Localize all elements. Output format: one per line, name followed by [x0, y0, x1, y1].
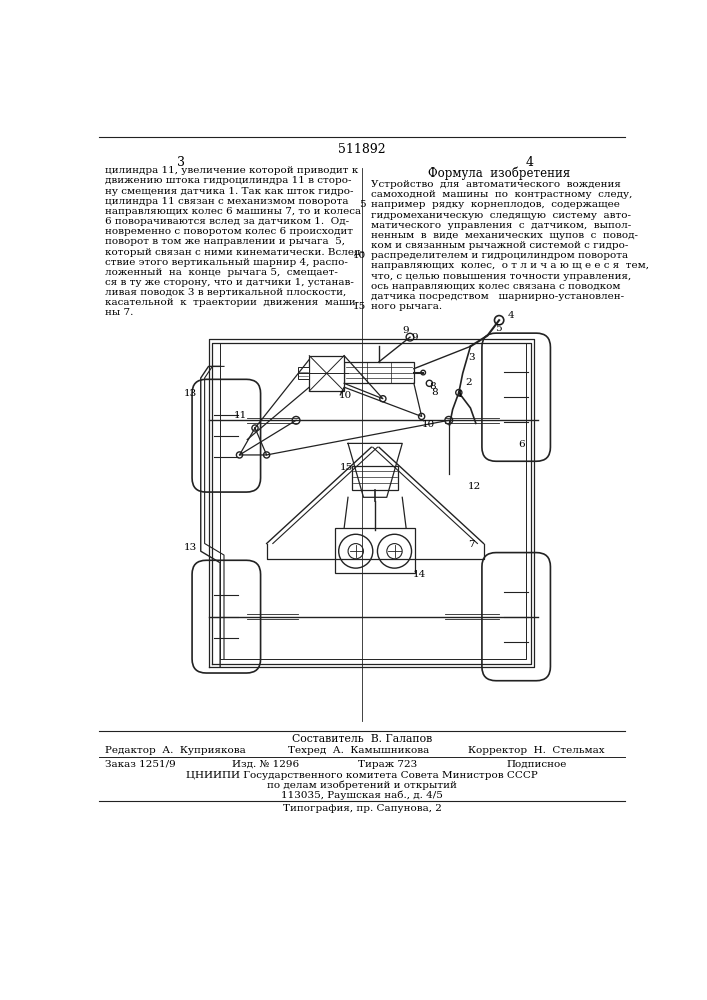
Text: 15: 15: [353, 302, 366, 311]
Circle shape: [419, 413, 425, 420]
Text: ны 7.: ны 7.: [105, 308, 134, 317]
Text: Заказ 1251/9: Заказ 1251/9: [105, 760, 176, 769]
Text: 9: 9: [411, 333, 418, 342]
Text: 12: 12: [468, 482, 481, 491]
Text: 13: 13: [184, 544, 197, 552]
FancyBboxPatch shape: [482, 333, 551, 461]
Text: ось направляющих колес связана с поводком: ось направляющих колес связана с поводко…: [371, 282, 621, 291]
Circle shape: [252, 425, 258, 431]
Circle shape: [380, 396, 386, 402]
Text: 15: 15: [340, 463, 354, 472]
Text: Составитель  В. Галапов: Составитель В. Галапов: [292, 734, 432, 744]
Text: ненным  в  виде  механических  щупов  с  повод-: ненным в виде механических щупов с повод…: [371, 231, 638, 240]
Text: Редактор  А.  Куприякова: Редактор А. Куприякова: [105, 746, 246, 755]
Text: 10: 10: [339, 391, 352, 400]
Text: 8: 8: [432, 388, 438, 397]
Text: ного рычага.: ного рычага.: [371, 302, 443, 311]
Text: Формула  изобретения: Формула изобретения: [428, 166, 571, 180]
Text: например  рядку  корнеплодов,  содержащее: например рядку корнеплодов, содержащее: [371, 200, 620, 209]
Text: который связан с ними кинематически. Вслед-: который связан с ними кинематически. Всл…: [105, 248, 364, 257]
Bar: [344, 362, 414, 383]
Circle shape: [426, 380, 433, 386]
Circle shape: [421, 370, 426, 375]
Bar: [335, 528, 416, 573]
Text: Корректор  Н.  Стельмах: Корректор Н. Стельмах: [468, 746, 604, 755]
Text: по делам изобретений и открытий: по делам изобретений и открытий: [267, 781, 457, 790]
Text: направляющих  колес,  о т л и ч а ю щ е е с я  тем,: направляющих колес, о т л и ч а ю щ е е …: [371, 261, 649, 270]
Text: ся в ту же сторону, что и датчики 1, устанав-: ся в ту же сторону, что и датчики 1, уст…: [105, 278, 354, 287]
Text: 113035, Раушская наб., д. 4/5: 113035, Раушская наб., д. 4/5: [281, 791, 443, 800]
Text: датчика посредством   шарнирно-установлен-: датчика посредством шарнирно-установлен-: [371, 292, 624, 301]
Text: 11: 11: [234, 411, 247, 420]
Text: 6: 6: [518, 440, 525, 449]
Text: касательной  к  траектории  движения  маши-: касательной к траектории движения маши-: [105, 298, 360, 307]
Text: 5: 5: [359, 200, 366, 209]
Text: 2: 2: [466, 378, 472, 387]
Text: распределителем и гидроцилиндром поворота: распределителем и гидроцилиндром поворот…: [371, 251, 629, 260]
Text: 10: 10: [353, 251, 366, 260]
Bar: [298, 367, 309, 379]
Text: 7: 7: [468, 540, 474, 549]
Text: поворот в том же направлении и рычага  5,: поворот в том же направлении и рычага 5,: [105, 237, 346, 246]
Circle shape: [494, 316, 504, 325]
Text: самоходной  машины  по  контрастному  следу,: самоходной машины по контрастному следу,: [371, 190, 633, 199]
Text: гидромеханическую  следящую  систему  авто-: гидромеханическую следящую систему авто-: [371, 211, 631, 220]
Text: ствие этого вертикальный шарнир 4, распо-: ствие этого вертикальный шарнир 4, распо…: [105, 258, 349, 267]
Text: Техред  А.  Камышникова: Техред А. Камышникова: [288, 746, 430, 755]
Text: ком и связанным рычажной системой с гидро-: ком и связанным рычажной системой с гидр…: [371, 241, 629, 250]
Text: ЦНИИПИ Государственного комитета Совета Министров СССР: ЦНИИПИ Государственного комитета Совета …: [186, 771, 538, 780]
Circle shape: [456, 389, 462, 396]
Circle shape: [339, 534, 373, 568]
Text: 5: 5: [495, 324, 502, 333]
Text: Изд. № 1296: Изд. № 1296: [232, 760, 299, 769]
Text: 4: 4: [526, 156, 534, 169]
Circle shape: [406, 333, 414, 341]
Text: 3: 3: [468, 353, 474, 362]
Text: матического  управления  с  датчиком,  выпол-: матического управления с датчиком, выпол…: [371, 221, 631, 230]
Text: 6 поворачиваются вслед за датчиком 1.  Од-: 6 поворачиваются вслед за датчиком 1. Од…: [105, 217, 349, 226]
Text: направляющих колес 6 машины 7, то и колеса: направляющих колес 6 машины 7, то и коле…: [105, 207, 361, 216]
FancyBboxPatch shape: [192, 560, 261, 673]
Circle shape: [378, 534, 411, 568]
Text: цилиндра 11 связан с механизмом поворота: цилиндра 11 связан с механизмом поворота: [105, 197, 349, 206]
Text: движению штока гидроцилиндра 11 в сторо-: движению штока гидроцилиндра 11 в сторо-: [105, 176, 352, 185]
Text: 3: 3: [177, 156, 185, 169]
Text: 13: 13: [184, 389, 197, 398]
Text: 8: 8: [429, 382, 436, 391]
Text: Тираж 723: Тираж 723: [358, 760, 417, 769]
Text: ливая поводок 3 в вертикальной плоскости,: ливая поводок 3 в вертикальной плоскости…: [105, 288, 346, 297]
Circle shape: [264, 452, 270, 458]
Circle shape: [445, 416, 452, 424]
Circle shape: [236, 452, 243, 458]
Text: новременно с поворотом колес 6 происходит: новременно с поворотом колес 6 происходи…: [105, 227, 354, 236]
Text: Подписное: Подписное: [507, 760, 567, 769]
FancyBboxPatch shape: [192, 379, 261, 492]
Text: 1: 1: [457, 390, 464, 399]
Text: 10: 10: [421, 420, 435, 429]
Text: Типография, пр. Сапунова, 2: Типография, пр. Сапунова, 2: [283, 804, 441, 813]
Bar: [352, 466, 398, 490]
Circle shape: [292, 416, 300, 424]
Text: цилиндра 11, увеличение которой приводит к: цилиндра 11, увеличение которой приводит…: [105, 166, 358, 175]
FancyBboxPatch shape: [482, 553, 551, 681]
Text: 9: 9: [403, 326, 409, 335]
Text: 4: 4: [508, 311, 514, 320]
Text: ну смещения датчика 1. Так как шток гидро-: ну смещения датчика 1. Так как шток гидр…: [105, 187, 354, 196]
Text: 511892: 511892: [338, 143, 386, 156]
Text: что, с целью повышения точности управления,: что, с целью повышения точности управлен…: [371, 272, 631, 281]
Text: 14: 14: [412, 570, 426, 579]
Text: ложенный  на  конце  рычага 5,  смещает-: ложенный на конце рычага 5, смещает-: [105, 268, 339, 277]
Text: Устройство  для  автоматического  вождения: Устройство для автоматического вождения: [371, 180, 621, 189]
Bar: [309, 356, 344, 391]
